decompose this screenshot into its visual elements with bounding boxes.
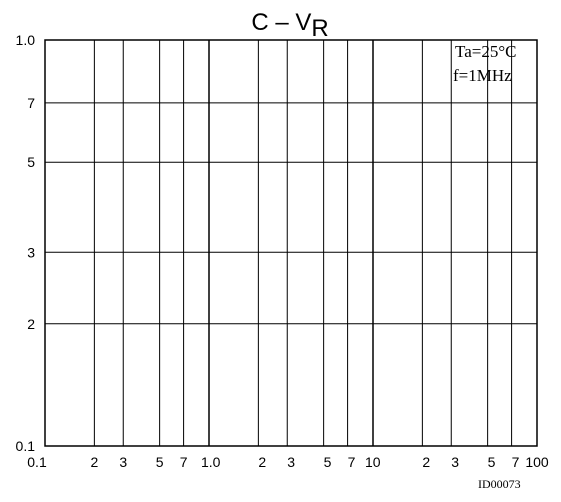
x-tick-label: 7 bbox=[180, 454, 188, 470]
figure-id: ID00073 bbox=[478, 477, 521, 491]
x-tick-label: 2 bbox=[90, 454, 98, 470]
x-tick-label: 3 bbox=[119, 454, 127, 470]
y-tick-labels: 0.1 2 3 5 7 1.0 bbox=[16, 32, 36, 454]
x-tick-label: 3 bbox=[287, 454, 295, 470]
x-tick-label: 3 bbox=[451, 454, 459, 470]
x-tick-label: 5 bbox=[488, 454, 496, 470]
x-tick-label: 1.0 bbox=[201, 454, 221, 470]
x-tick-label: 5 bbox=[324, 454, 332, 470]
x-tick-label: 7 bbox=[348, 454, 356, 470]
x-tick-label: 100 bbox=[525, 454, 549, 470]
y-tick-label: 2 bbox=[27, 316, 35, 332]
annotation-temperature: Ta=25°C bbox=[455, 42, 516, 61]
x-tick-label: 5 bbox=[156, 454, 164, 470]
y-tick-label: 3 bbox=[27, 244, 35, 260]
y-gridlines bbox=[45, 102, 537, 325]
x-tick-label: 10 bbox=[365, 454, 381, 470]
x-gridlines bbox=[93, 40, 513, 446]
x-tick-labels: 0.1 2 3 5 7 1.0 2 3 5 7 10 2 3 5 7 100 bbox=[27, 454, 549, 470]
y-tick-label: 5 bbox=[27, 154, 35, 170]
y-tick-label: 7 bbox=[27, 95, 35, 111]
y-tick-label: 1.0 bbox=[16, 32, 36, 48]
plot-frame bbox=[44, 39, 538, 447]
x-tick-label: 2 bbox=[422, 454, 430, 470]
title-main: C – V bbox=[251, 9, 311, 36]
x-tick-label: 7 bbox=[512, 454, 520, 470]
y-tick-label: 0.1 bbox=[16, 438, 36, 454]
annotation-frequency: f=1MHz bbox=[453, 66, 512, 85]
title-subscript: R bbox=[311, 15, 328, 42]
x-tick-label: 2 bbox=[258, 454, 266, 470]
x-tick-label: 0.1 bbox=[27, 454, 47, 470]
chart-title: C – VR bbox=[251, 9, 328, 42]
